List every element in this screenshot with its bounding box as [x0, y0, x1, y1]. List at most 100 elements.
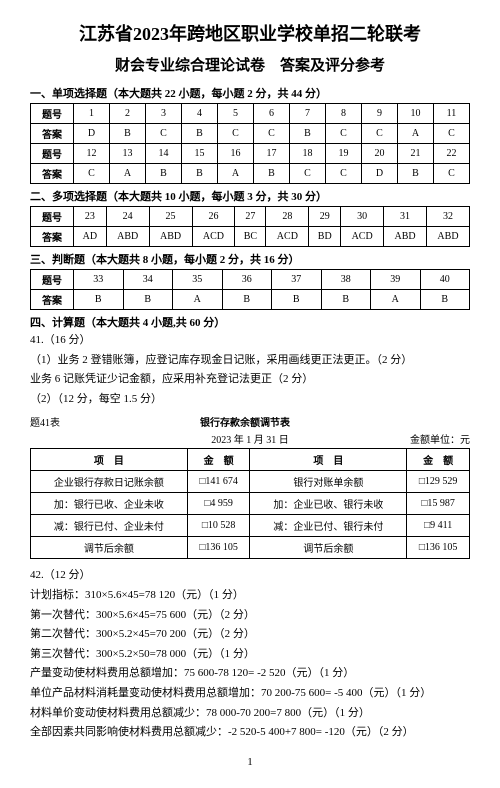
bank-cell: 减：银行已付、企业未付 — [31, 515, 188, 537]
cell: ABD — [384, 227, 427, 247]
cell: 22 — [434, 144, 470, 164]
cell: ACD — [341, 227, 384, 247]
cell: 13 — [110, 144, 146, 164]
cell: BD — [309, 227, 341, 247]
cell: C — [290, 164, 326, 184]
cell: 16 — [218, 144, 254, 164]
cell: 11 — [434, 104, 470, 124]
section-4-header: 四、计算题（本大题共 4 小题,共 60 分） — [30, 314, 470, 330]
cell: 24 — [106, 207, 149, 227]
cell: 23 — [74, 207, 107, 227]
bank-cell: 调节后余额 — [31, 537, 188, 559]
num-label: 题号 — [31, 104, 74, 124]
judge-table: 题号 3334353637383940 答案 BBABBBAB — [30, 269, 470, 310]
cell: A — [110, 164, 146, 184]
q42-l6: 单位产品材料消耗量变动使材料费用总额增加：70 200-75 600= -5 4… — [30, 685, 470, 703]
cell: C — [434, 124, 470, 144]
cell: A — [218, 164, 254, 184]
cell: A — [398, 124, 434, 144]
cell: 8 — [326, 104, 362, 124]
cell: B — [420, 290, 470, 310]
cell: 15 — [182, 144, 218, 164]
cell: 40 — [420, 270, 470, 290]
cell: B — [254, 164, 290, 184]
cell: 32 — [426, 207, 469, 227]
bank-cell: □9 411 — [407, 515, 470, 537]
section-2-header: 二、多项选择题（本大题共 10 小题，每小题 3 分，共 30 分） — [30, 188, 470, 204]
single-choice-table: 题号 1234567891011 答案 DBCBCCBCCAC 题号 12131… — [30, 103, 470, 184]
bank-cell: 企业银行存款日记账余额 — [31, 471, 188, 493]
bank-h: 项 目 — [31, 449, 188, 471]
cell: D — [362, 164, 398, 184]
q41-head: 41.（16 分） — [30, 332, 470, 350]
cell: ABD — [106, 227, 149, 247]
cell: 19 — [326, 144, 362, 164]
q42-l5: 产量变动使材料费用总额增加：75 600-78 120= -2 520（元）（1… — [30, 665, 470, 683]
q41-p1: （1）业务 2 登错账簿，应登记库存现金日记账，采用画线更正法更正。（2 分） — [30, 352, 470, 370]
cell: ACD — [192, 227, 235, 247]
bank-cell: □141 674 — [187, 471, 250, 493]
bank-cell: □15 987 — [407, 493, 470, 515]
bank-cell: □129 529 — [407, 471, 470, 493]
ans-label: 答案 — [31, 227, 74, 247]
cell: 29 — [309, 207, 341, 227]
cell: B — [123, 290, 173, 310]
cell: 18 — [290, 144, 326, 164]
cell: 28 — [266, 207, 309, 227]
q42-l1: 计划指标：310×5.6×45=78 120（元）（1 分） — [30, 587, 470, 605]
q42-l8: 全部因素共同影响使材料费用总额减少：-2 520-5 400+7 800= -1… — [30, 724, 470, 742]
section-3-header: 三、判断题（本大题共 8 小题，每小题 2 分，共 16 分） — [30, 251, 470, 267]
cell: C — [146, 124, 182, 144]
cell: B — [74, 290, 124, 310]
bank-reconcile-table: 项 目 金 额 项 目 金 额 企业银行存款日记账余额 □141 674 银行对… — [30, 448, 470, 559]
q42-head: 42.（12 分） — [30, 567, 470, 585]
cell: C — [74, 164, 110, 184]
cell: 6 — [254, 104, 290, 124]
q42-l2: 第一次替代：300×5.6×45=75 600（元）（2 分） — [30, 607, 470, 625]
cell: B — [146, 164, 182, 184]
q41-date: 2023 年 1 月 31 日 — [211, 435, 289, 446]
ans-label: 答案 — [31, 124, 74, 144]
cell: ACD — [266, 227, 309, 247]
ans-label: 答案 — [31, 164, 74, 184]
q42-l7: 材料单价变动使材料费用总额减少：78 000-70 200=7 800（元）（1… — [30, 705, 470, 723]
cell: C — [218, 124, 254, 144]
q42-l3: 第二次替代：300×5.2×45=70 200（元）（2 分） — [30, 626, 470, 644]
cell: 38 — [321, 270, 371, 290]
cell: C — [254, 124, 290, 144]
cell: C — [434, 164, 470, 184]
section-1-header: 一、单项选择题（本大题共 22 小题，每小题 2 分，共 44 分） — [30, 85, 470, 101]
cell: ABD — [426, 227, 469, 247]
bank-cell: 减：企业已付、银行未付 — [250, 515, 407, 537]
cell: 36 — [222, 270, 272, 290]
bank-cell: □136 105 — [187, 537, 250, 559]
num-label: 题号 — [31, 207, 74, 227]
cell: 31 — [384, 207, 427, 227]
page-subtitle: 财会专业综合理论试卷 答案及评分参考 — [30, 54, 470, 75]
bank-h: 金 额 — [407, 449, 470, 471]
cell: 1 — [74, 104, 110, 124]
num-label: 题号 — [31, 144, 74, 164]
bank-cell: □136 105 — [407, 537, 470, 559]
q41-p3: （2）（12 分，每空 1.5 分） — [30, 391, 470, 409]
cell: 12 — [74, 144, 110, 164]
bank-cell: 银行对账单余额 — [250, 471, 407, 493]
cell: 17 — [254, 144, 290, 164]
cell: B — [222, 290, 272, 310]
cell: B — [290, 124, 326, 144]
cell: D — [74, 124, 110, 144]
cell: C — [362, 124, 398, 144]
bank-cell: □10 528 — [187, 515, 250, 537]
cell: C — [326, 124, 362, 144]
cell: A — [173, 290, 223, 310]
cell: AD — [74, 227, 107, 247]
bank-cell: 加：银行已收、企业未收 — [31, 493, 188, 515]
cell: B — [110, 124, 146, 144]
cell: 4 — [182, 104, 218, 124]
cell: 30 — [341, 207, 384, 227]
q41-p2: 业务 6 记账凭证少记金额，应采用补充登记法更正（2 分） — [30, 371, 470, 389]
cell: 39 — [371, 270, 421, 290]
cell: 2 — [110, 104, 146, 124]
bank-cell: 加：企业已收、银行未收 — [250, 493, 407, 515]
cell: 14 — [146, 144, 182, 164]
